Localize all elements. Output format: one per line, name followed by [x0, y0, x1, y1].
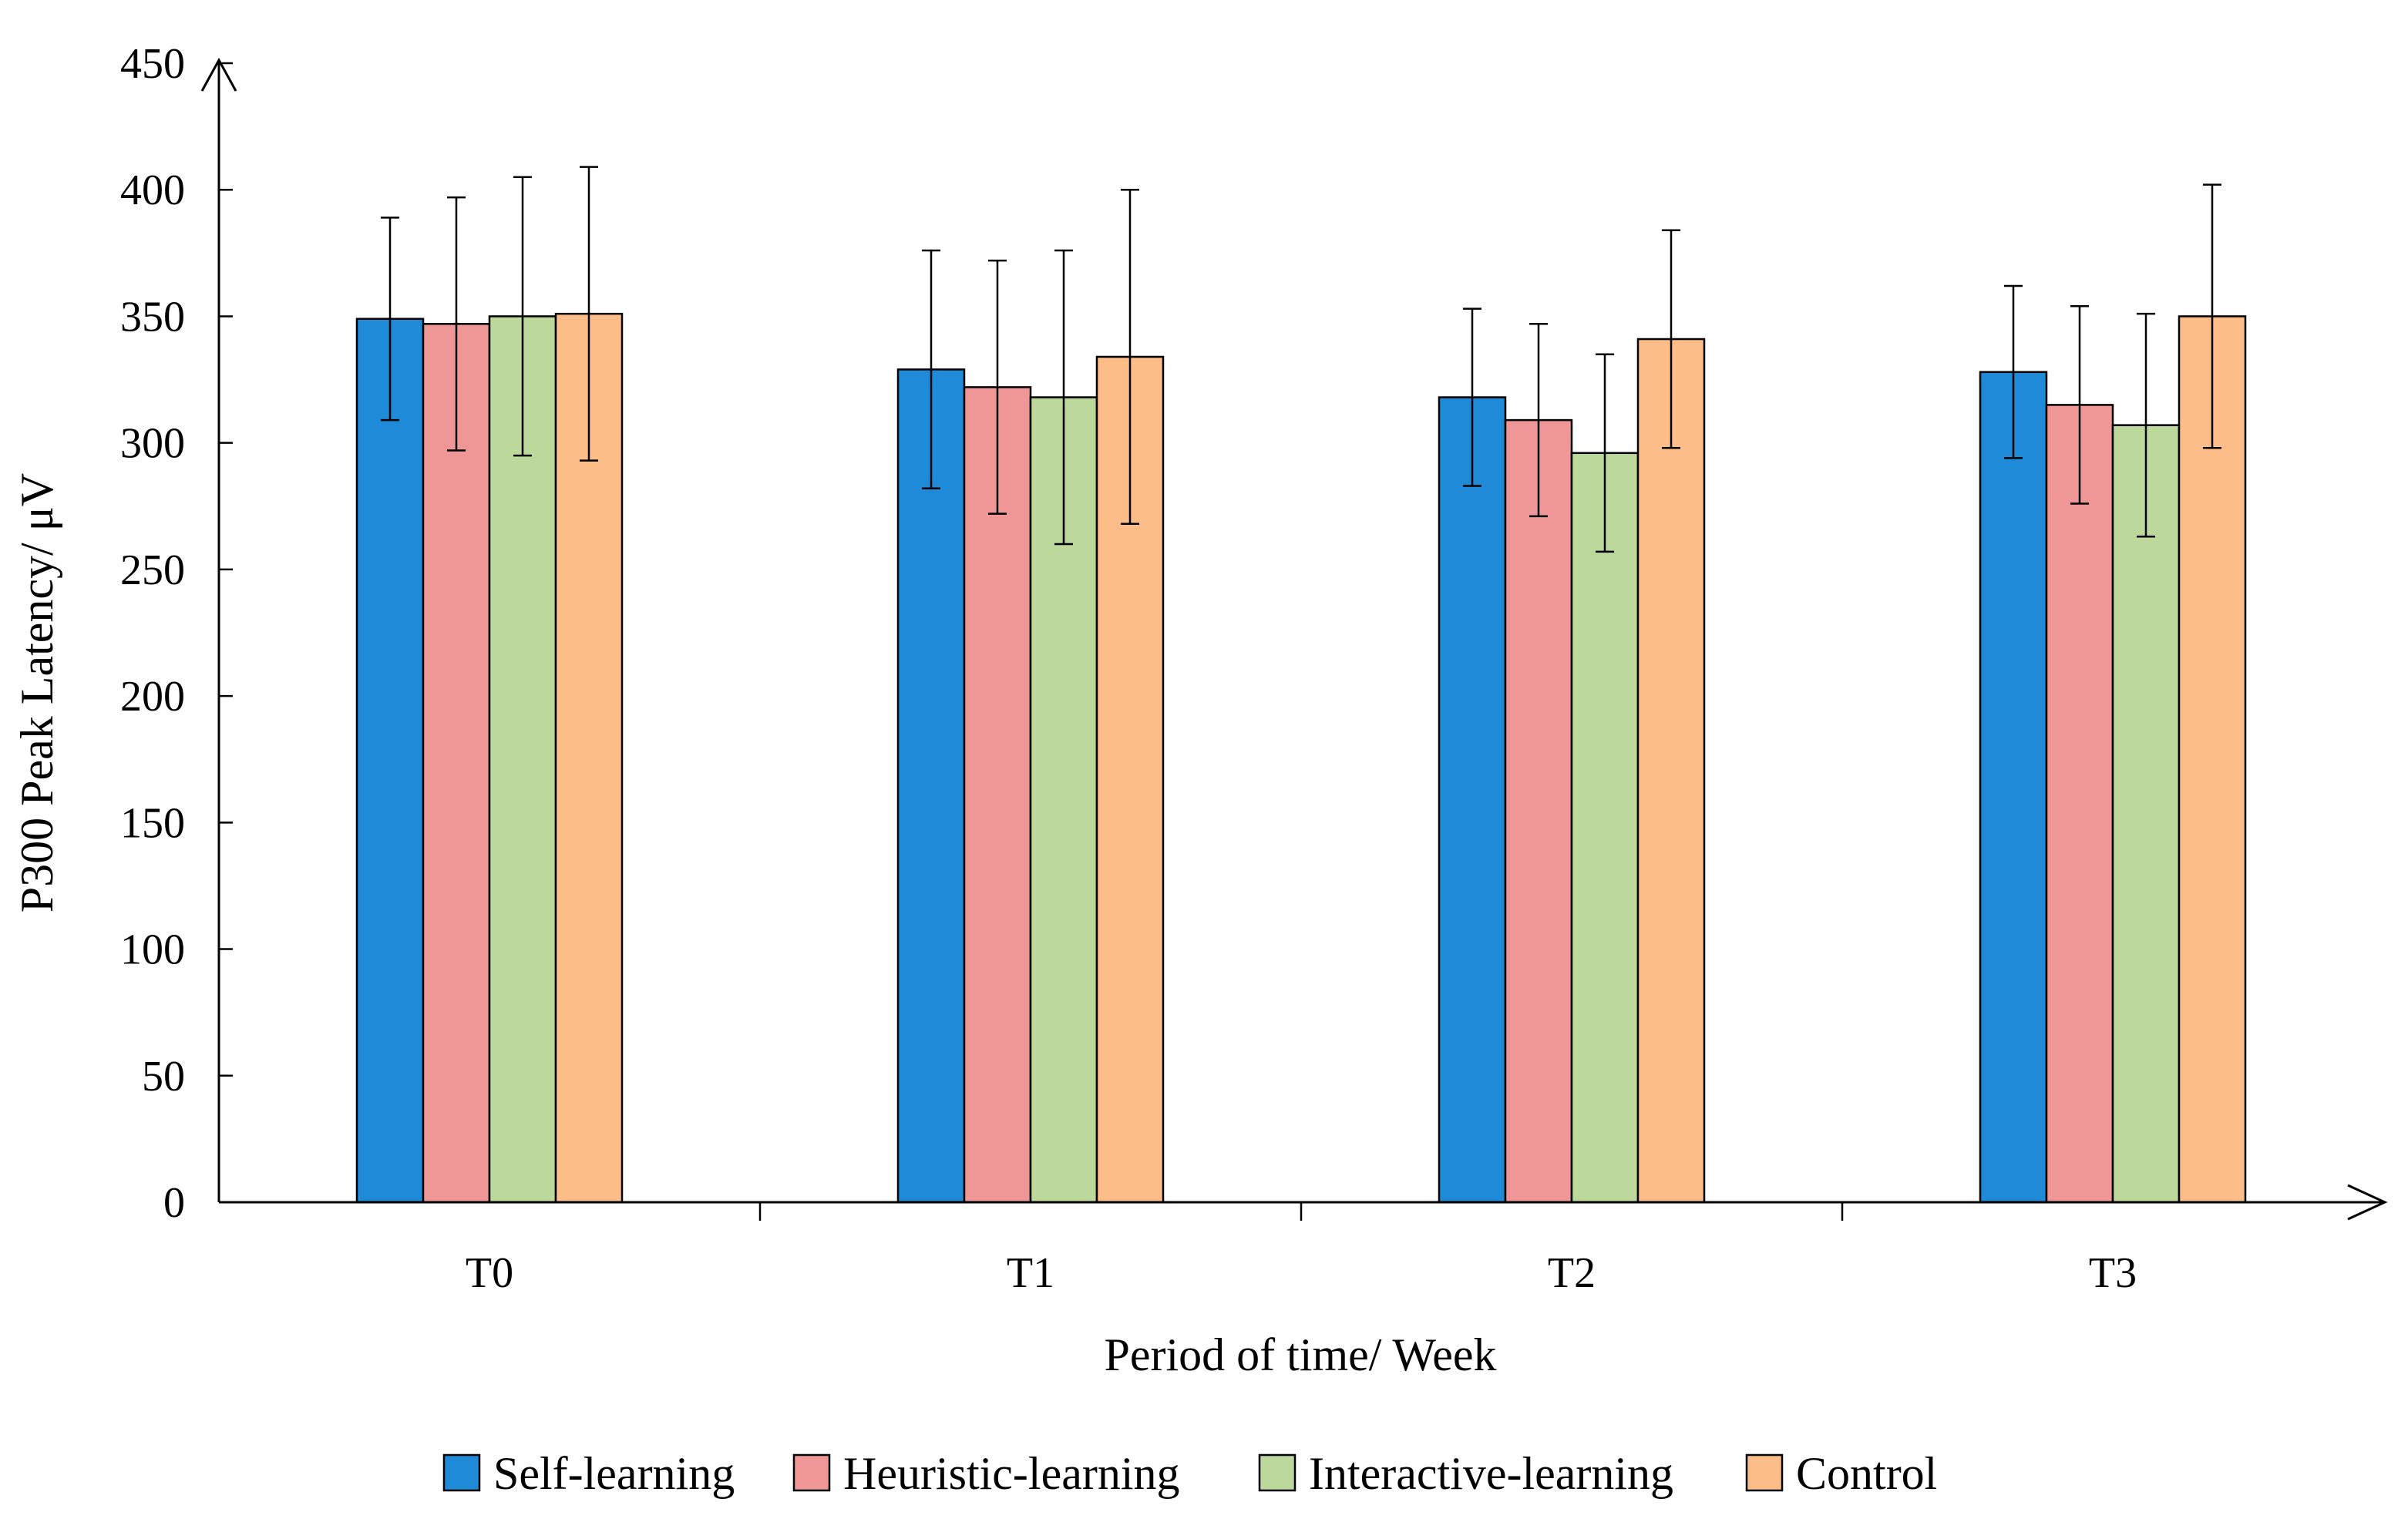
y-tick-label: 300 — [120, 420, 185, 468]
error-bar-control-t0 — [580, 166, 598, 462]
error-bar-control-t1 — [1121, 188, 1139, 526]
y-tick-label: 100 — [120, 926, 185, 974]
error-bar-heuristic-learning-t2 — [1529, 323, 1548, 518]
error-bar-control-t2 — [1662, 229, 1680, 449]
error-bar-interactive-learning-t3 — [2137, 312, 2155, 538]
bar-heuristic-learning-t3 — [2045, 404, 2114, 1204]
x-tick-labels: T0 T1 T2 T3 — [466, 1249, 2137, 1297]
error-bar-interactive-learning-t0 — [513, 176, 532, 457]
error-bar-heuristic-learning-t0 — [447, 196, 466, 452]
y-tick-label: 0 — [163, 1179, 185, 1227]
error-bar-control-t3 — [2203, 183, 2221, 449]
error-bars-layer — [381, 166, 2221, 553]
y-tick-label: 200 — [120, 673, 185, 721]
error-bar-self-learning-t2 — [1463, 307, 1481, 487]
bar-self-learning-t3 — [1979, 371, 2048, 1204]
legend-item-control: Control — [1745, 1448, 1937, 1499]
error-bar-heuristic-learning-t3 — [2070, 305, 2089, 505]
y-tick-label: 150 — [120, 799, 185, 847]
error-bar-interactive-learning-t1 — [1054, 249, 1073, 546]
bars-layer — [355, 312, 2247, 1204]
x-tick-label: T0 — [466, 1249, 513, 1297]
x-axis-arrow — [2347, 1184, 2388, 1221]
bar-control-t3 — [2178, 315, 2247, 1204]
error-bar-heuristic-learning-t1 — [988, 259, 1007, 515]
bar-heuristic-learning-t2 — [1504, 418, 1573, 1204]
legend-swatch — [1258, 1453, 1296, 1492]
legend-swatch — [442, 1453, 481, 1492]
bar-heuristic-learning-t0 — [422, 323, 491, 1204]
bar-control-t2 — [1636, 338, 1706, 1204]
legend: Self-learning Heuristic-learning Interacti… — [442, 1448, 1937, 1499]
y-tick-label: 350 — [120, 293, 185, 341]
bar-interactive-learning-t2 — [1570, 452, 1640, 1204]
y-axis-arrow — [200, 57, 237, 92]
legend-swatch — [792, 1453, 831, 1492]
legend-swatch — [1745, 1453, 1784, 1492]
error-bar-self-learning-t0 — [381, 217, 399, 422]
bar-self-learning-t0 — [355, 318, 425, 1204]
legend-item-heuristic-learning: Heuristic-learning — [792, 1448, 1180, 1499]
bar-interactive-learning-t3 — [2111, 424, 2181, 1204]
bar-interactive-learning-t0 — [488, 315, 557, 1204]
bar-self-learning-t1 — [896, 368, 966, 1204]
x-tick-label: T2 — [1548, 1249, 1596, 1297]
y-axis-title: P300 Peak Latency/ μV — [12, 473, 62, 912]
axes-layer — [200, 57, 2388, 1221]
y-tick-label: 450 — [120, 40, 185, 88]
y-tick-label: 400 — [120, 166, 185, 214]
legend-item-interactive-learning: Interactive-learning — [1258, 1448, 1673, 1499]
error-bar-interactive-learning-t2 — [1596, 353, 1614, 553]
bar-control-t0 — [554, 312, 624, 1204]
legend-label: Heuristic-learning — [843, 1448, 1180, 1499]
error-bar-self-learning-t3 — [2004, 284, 2023, 459]
x-tick-label: T1 — [1007, 1249, 1054, 1297]
legend-item-self-learning: Self-learning — [442, 1448, 735, 1499]
y-tick-labels: 0 50 100 150 200 250 300 350 400 450 — [120, 40, 185, 1227]
error-bar-self-learning-t1 — [922, 249, 940, 490]
y-tick-label: 50 — [142, 1053, 185, 1100]
legend-label: Interactive-learning — [1309, 1448, 1673, 1499]
x-axis-title: Period of time/ Week — [1105, 1329, 1497, 1380]
legend-label: Self-learning — [493, 1448, 735, 1499]
x-tick-label: T3 — [2089, 1249, 2137, 1297]
bar-self-learning-t2 — [1438, 396, 1507, 1204]
y-tick-label: 250 — [120, 546, 185, 594]
legend-label: Control — [1796, 1448, 1937, 1499]
